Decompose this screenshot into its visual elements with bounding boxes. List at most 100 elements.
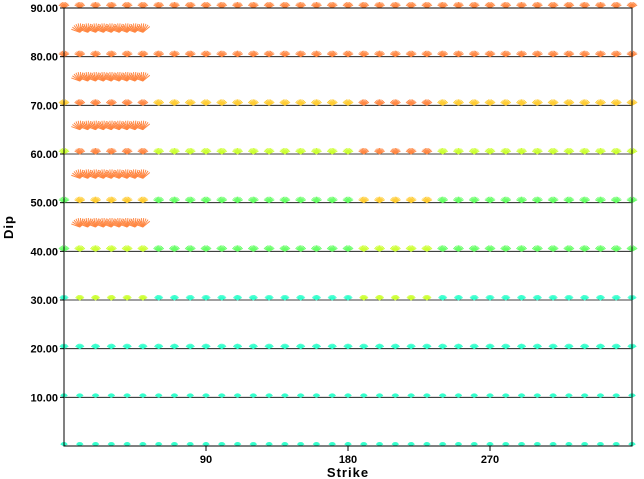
glyph-stroke [268, 394, 273, 398]
mechanism-glyph [531, 50, 543, 58]
glyph-stroke [395, 394, 400, 398]
mechanism-glyph [153, 245, 165, 252]
glyph-stroke [584, 150, 591, 155]
mechanism-glyph [594, 50, 606, 58]
mechanism-glyph [405, 50, 417, 58]
glyph-stroke [189, 101, 196, 106]
mechanism-glyph [310, 2, 322, 9]
glyph-stroke [442, 394, 447, 398]
glyph-stroke [189, 150, 196, 155]
glyph-stroke [347, 297, 353, 301]
glyph-stroke [221, 101, 228, 106]
mechanism-glyph [563, 2, 575, 9]
mechanism-glyph [532, 343, 542, 350]
mechanism-glyph [154, 442, 163, 447]
glyph-stroke [395, 247, 401, 252]
glyph-stroke [205, 53, 212, 58]
mechanism-glyph [579, 99, 591, 106]
mechanism-glyph [579, 50, 591, 58]
mechanism-glyph [263, 196, 275, 204]
mechanism-glyph [265, 442, 273, 447]
glyph-stroke [552, 394, 557, 398]
mechanism-glyph [453, 343, 464, 350]
mechanism-glyph [500, 148, 512, 155]
mechanism-glyph [75, 343, 85, 350]
glyph-stroke [142, 26, 151, 33]
glyph-stroke [174, 199, 180, 204]
mechanism-glyph [201, 343, 211, 350]
mechanism-glyph [76, 393, 84, 398]
glyph-stroke [126, 394, 131, 398]
glyph-stroke [111, 297, 116, 301]
glyph-stroke [237, 53, 244, 58]
glyph-stroke [505, 150, 512, 155]
glyph-stroke [174, 345, 180, 350]
glyph-stroke [63, 53, 70, 58]
glyph-stroke [111, 53, 117, 58]
mechanism-glyph [121, 245, 133, 252]
mechanism-glyph [563, 50, 575, 58]
mechanism-glyph [232, 343, 243, 350]
glyph-stroke [221, 53, 228, 58]
mechanism-glyph [484, 196, 496, 204]
glyph-stroke [631, 297, 637, 301]
mechanism-glyph [421, 196, 433, 204]
glyph-stroke [410, 394, 415, 398]
mechanism-glyph [281, 393, 289, 398]
glyph-stroke [142, 247, 149, 252]
glyph-stroke [537, 150, 543, 155]
glyph-stroke [284, 394, 289, 398]
mechanism-glyph [186, 393, 194, 398]
mechanism-glyph [310, 196, 322, 204]
mechanism-glyph [139, 393, 147, 398]
mechanism-glyph [217, 343, 227, 350]
mechanism-glyph [579, 2, 591, 9]
mechanism-glyph [438, 343, 448, 350]
mechanism-glyph [134, 23, 151, 33]
glyph-stroke [95, 297, 101, 301]
mechanism-glyph [216, 99, 228, 106]
glyph-stroke [331, 199, 338, 204]
glyph-stroke [158, 394, 163, 398]
mechanism-glyph [500, 99, 512, 106]
glyph-stroke [379, 297, 385, 301]
glyph-stroke [442, 53, 449, 58]
mechanism-glyph [121, 196, 133, 204]
mechanism-glyph [168, 50, 180, 58]
glyph-stroke [489, 101, 496, 106]
mechanism-glyph [232, 148, 244, 155]
glyph-stroke [600, 297, 606, 301]
mechanism-glyph [360, 393, 368, 398]
glyph-stroke [126, 247, 133, 252]
mechanism-glyph [344, 442, 352, 447]
mechanism-glyph [326, 148, 338, 155]
mechanism-glyph [279, 148, 291, 155]
mechanism-glyph [279, 196, 291, 204]
glyph-stroke [537, 297, 542, 301]
mechanism-glyph [170, 442, 179, 447]
mechanism-glyph [184, 50, 196, 58]
mechanism-glyph [311, 343, 322, 350]
glyph-stroke [205, 345, 211, 350]
glyph-stroke [126, 53, 133, 58]
mechanism-glyph [232, 99, 244, 106]
mechanism-glyph [390, 295, 400, 301]
glyph-stroke [300, 247, 307, 252]
glyph-stroke [473, 394, 478, 398]
mechanism-glyph [107, 393, 116, 398]
mechanism-glyph [438, 295, 448, 301]
mechanism-glyph [232, 295, 243, 301]
mechanism-glyph [295, 148, 307, 155]
mechanism-glyph [437, 50, 449, 58]
mechanism-glyph [437, 196, 449, 204]
mechanism-glyph [310, 148, 322, 155]
mechanism-glyph [121, 2, 133, 9]
mechanism-glyph [327, 343, 337, 350]
mechanism-glyph [233, 393, 242, 398]
mechanism-glyph [121, 148, 133, 155]
glyph-stroke [410, 297, 416, 301]
mechanism-glyph [74, 148, 86, 155]
glyph-stroke [568, 247, 575, 252]
mechanism-glyph [358, 50, 370, 58]
mechanism-glyph [563, 99, 575, 106]
